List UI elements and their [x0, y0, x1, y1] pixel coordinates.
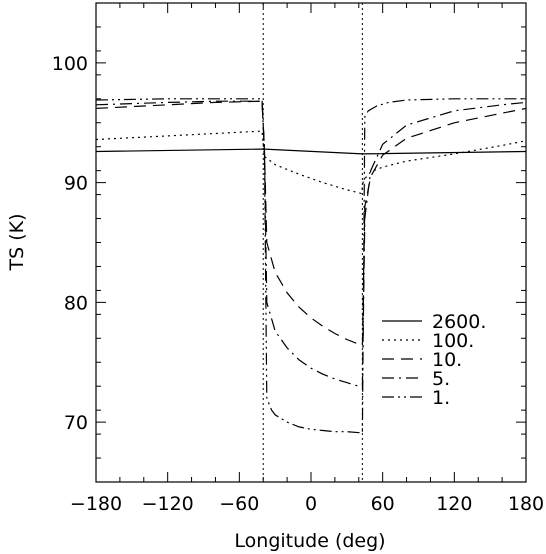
series-line-4: [95, 100, 527, 389]
axis-ticks: −180 −120 −60 0 60 120 180 70 80 90 100: [52, 2, 544, 515]
plot-frame: [95, 2, 527, 483]
x-tick-label: −60: [219, 493, 259, 515]
legend-label: 1.: [432, 387, 450, 409]
series-lines: [95, 98, 527, 434]
series-line-5: [95, 98, 526, 434]
series-line-3: [95, 100, 527, 347]
reference-lines: [262, 3, 363, 482]
x-tick-label: −120: [142, 493, 194, 515]
x-tick-label: −180: [70, 493, 122, 515]
x-tick-label: 120: [436, 493, 472, 515]
legend: 2600.100.10.5.1.: [382, 311, 486, 409]
y-tick-label: 90: [64, 173, 88, 195]
y-tick-label: 100: [52, 53, 88, 75]
x-tick-label: 0: [305, 493, 317, 515]
x-tick-label: 60: [371, 493, 395, 515]
legend-label: 100.: [432, 330, 474, 352]
series-line-1: [95, 148, 527, 155]
legend-label: 2600.: [432, 311, 486, 333]
y-tick-label: 80: [64, 292, 88, 314]
y-tick-label: 70: [64, 412, 88, 434]
legend-label: 10.: [432, 349, 462, 371]
plot-border: [95, 2, 527, 483]
legend-label: 5.: [432, 368, 450, 390]
x-axis-label: Longitude (deg): [234, 530, 385, 552]
y-axis-label: TS (K): [6, 214, 28, 272]
x-tick-label: 180: [508, 493, 544, 515]
series-line-2: [95, 130, 527, 195]
